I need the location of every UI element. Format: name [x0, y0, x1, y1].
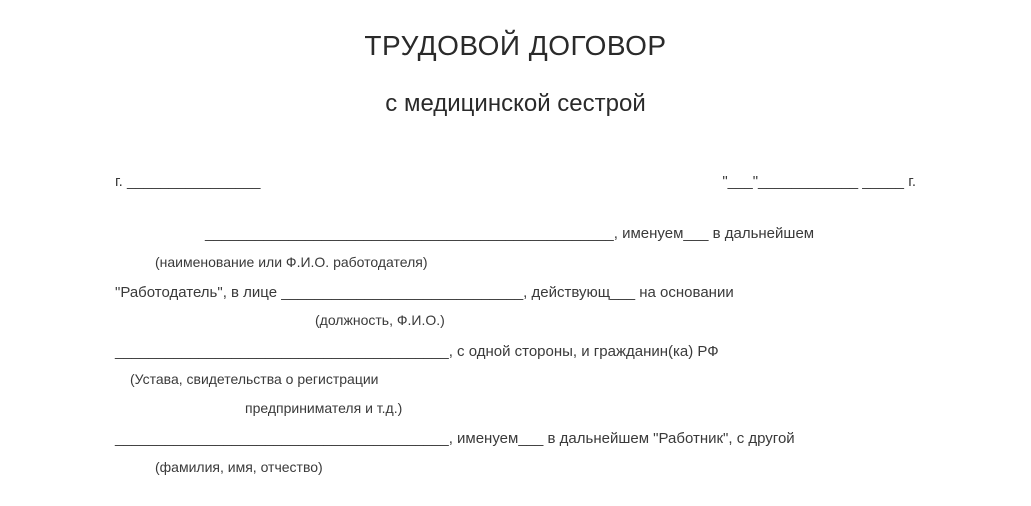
employer-name-line: ________________________________________…: [115, 220, 916, 249]
employer-name-hint: (наименование или Ф.И.О. работодателя): [115, 251, 916, 273]
city-date-row: г. ________________ "___"____________ __…: [115, 173, 916, 190]
employer-person-hint: (должность, Ф.И.О.): [115, 309, 916, 331]
document-container: ТРУДОВОЙ ДОГОВОР с медицинской сестрой г…: [0, 30, 1031, 478]
document-title: ТРУДОВОЙ ДОГОВОР: [115, 30, 916, 62]
basis-hint-a: (Устава, свидетельства о регистрации: [115, 368, 916, 390]
employee-line: ________________________________________…: [115, 425, 916, 454]
date-field: "___"____________ _____ г.: [722, 173, 916, 190]
employer-person-line: "Работодатель", в лице _________________…: [115, 279, 916, 308]
document-subtitle: с медицинской сестрой: [115, 90, 916, 118]
city-field: г. ________________: [115, 173, 260, 190]
employee-hint: (фамилия, имя, отчество): [115, 456, 916, 478]
basis-hint-b: предпринимателя и т.д.): [115, 397, 916, 419]
basis-line: ________________________________________…: [115, 338, 916, 367]
